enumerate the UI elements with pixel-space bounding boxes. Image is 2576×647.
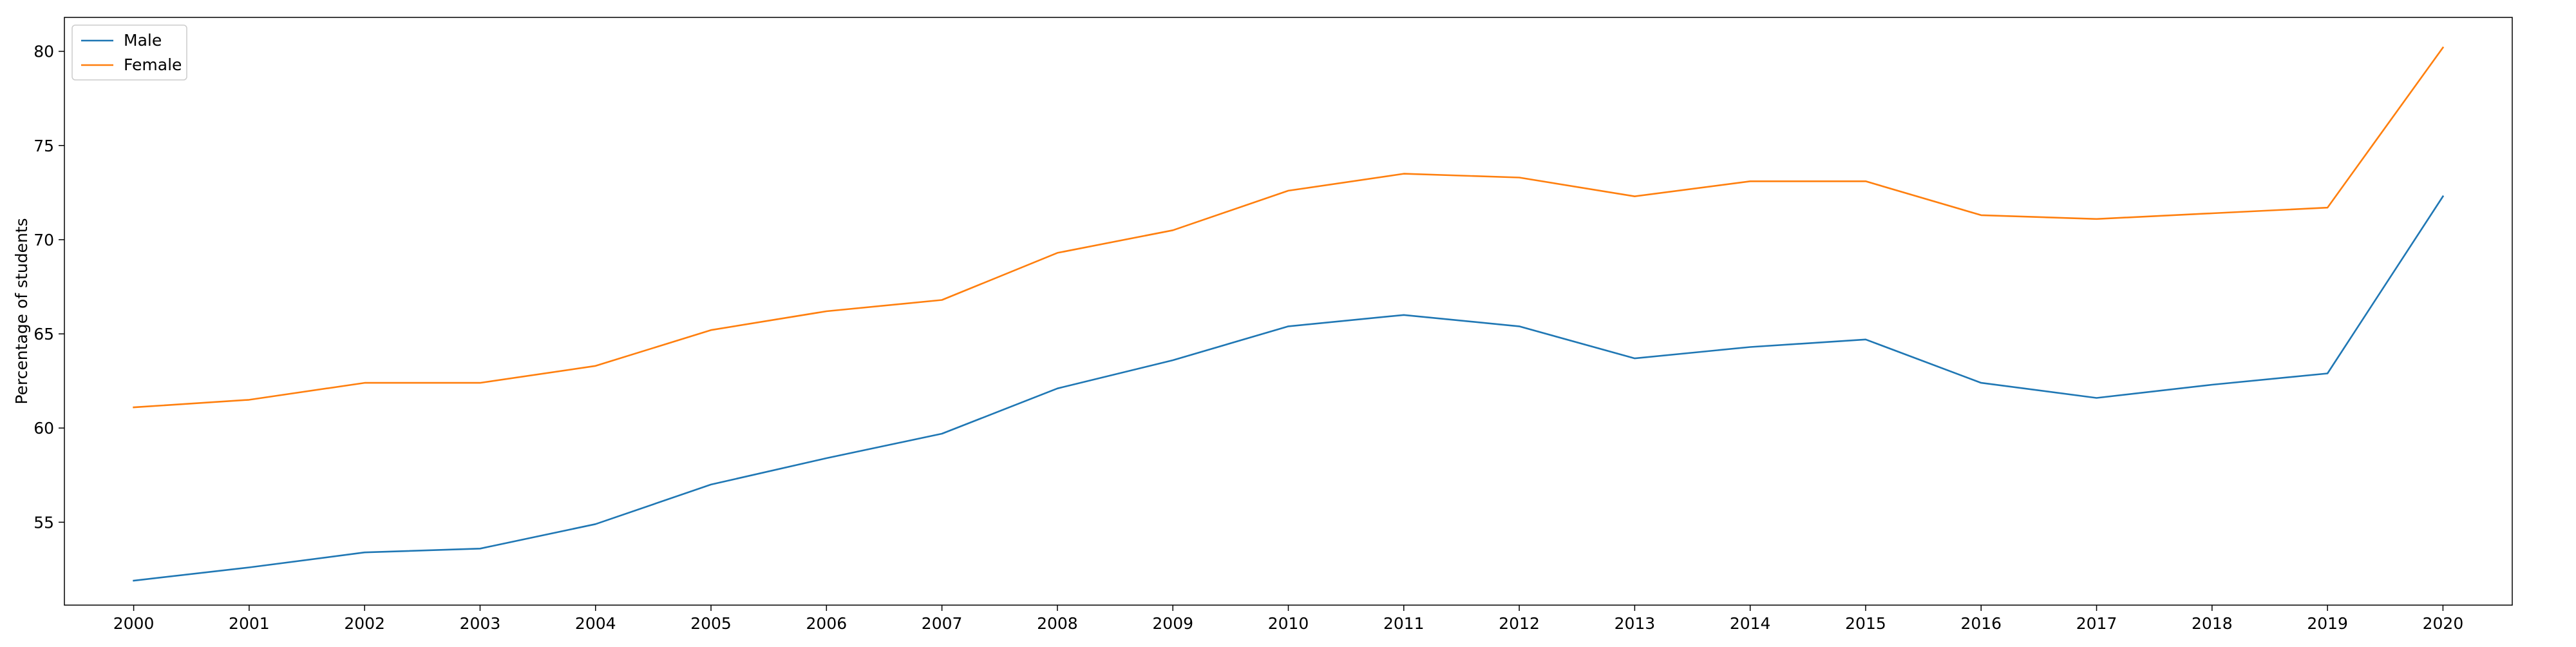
x-tick-label: 2007 (922, 614, 963, 633)
x-tick-label: 2009 (1152, 614, 1193, 633)
x-tick-label: 2002 (344, 614, 385, 633)
series-line-female (133, 46, 2445, 409)
legend-label: Male (124, 31, 162, 50)
x-tick-label: 2019 (2307, 614, 2348, 633)
series-line-male (133, 195, 2445, 582)
legend: Male Female (71, 24, 187, 81)
y-tick-label: 75 (33, 137, 54, 155)
y-tick-label: 70 (33, 231, 54, 249)
legend-label: Female (124, 55, 182, 74)
x-tick-label: 2020 (2423, 614, 2464, 633)
x-tick-label: 2003 (460, 614, 501, 633)
x-tick-label: 2006 (806, 614, 848, 633)
x-tick-label: 2018 (2192, 614, 2233, 633)
x-axis: 2000 2001 2002 2003 2004 2005 2006 2007 2008 2009… (113, 605, 2463, 633)
y-tick-label: 55 (33, 513, 54, 532)
series-layer (133, 46, 2445, 582)
x-tick-label: 2000 (113, 614, 155, 633)
x-tick-label: 2004 (575, 614, 616, 633)
x-tick-label: 2016 (1960, 614, 2002, 633)
x-tick-label: 2014 (1730, 614, 1771, 633)
x-tick-label: 2005 (690, 614, 732, 633)
x-tick-label: 2012 (1499, 614, 1540, 633)
legend-box (71, 24, 187, 81)
x-tick-label: 2013 (1615, 614, 1656, 633)
x-tick-label: 2011 (1383, 614, 1425, 633)
y-axis-label: Percentage of students (12, 218, 31, 404)
x-tick-label: 2008 (1037, 614, 1078, 633)
x-tick-label: 2017 (2076, 614, 2117, 633)
plot-frame (64, 17, 2513, 606)
y-axis: 55 60 65 70 75 80 (33, 43, 64, 532)
y-tick-label: 65 (33, 325, 54, 343)
x-tick-label: 2001 (229, 614, 270, 633)
y-tick-label: 60 (33, 419, 54, 438)
y-tick-label: 80 (33, 43, 54, 61)
x-tick-label: 2010 (1268, 614, 1309, 633)
x-tick-label: 2015 (1845, 614, 1886, 633)
